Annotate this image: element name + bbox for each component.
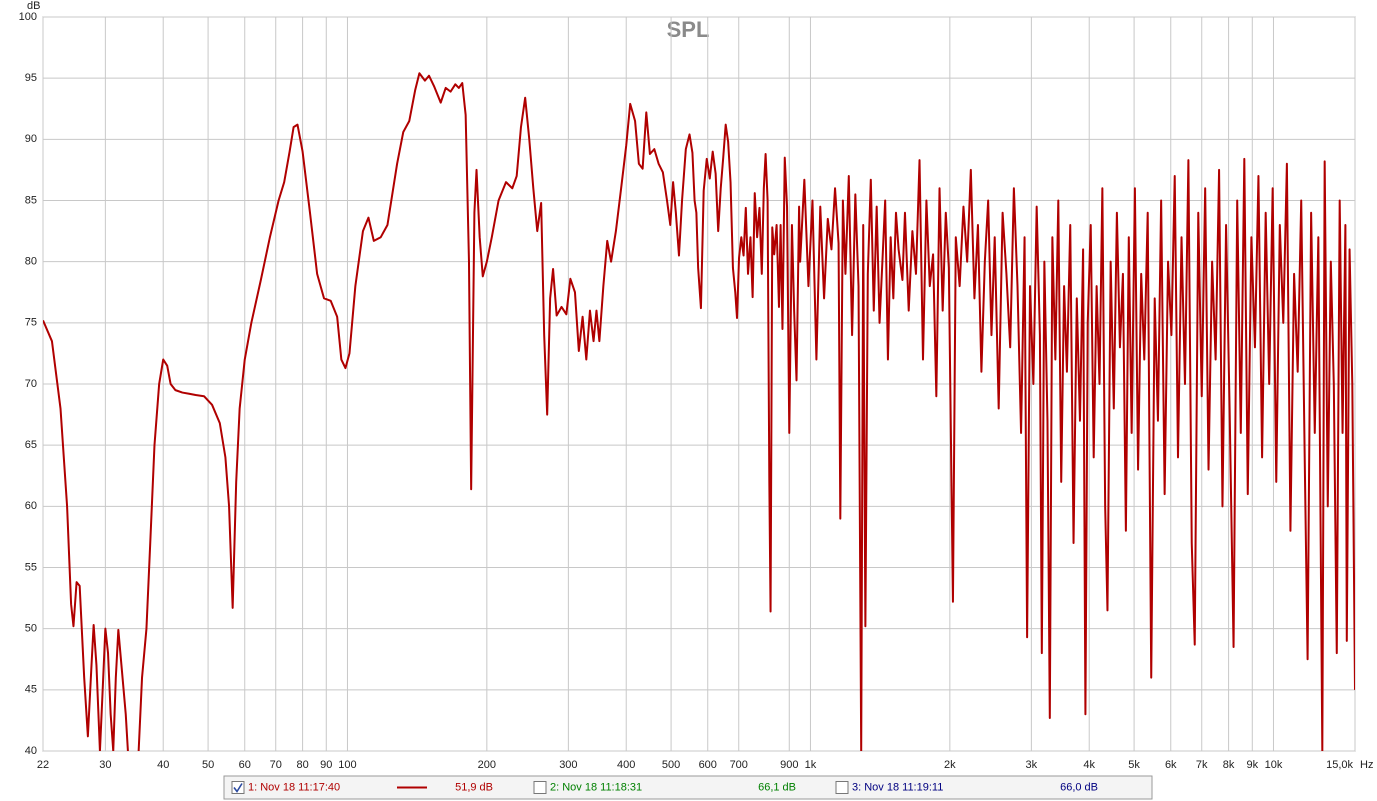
- x-tick-label: 22: [37, 759, 49, 771]
- y-tick-label: 70: [25, 378, 37, 390]
- y-tick-label: 75: [25, 317, 37, 329]
- y-tick-label: 50: [25, 623, 37, 635]
- x-tick-label: 90: [320, 759, 332, 771]
- legend-readout: 66,0 dB: [1060, 781, 1098, 793]
- x-tick-label: 4k: [1083, 759, 1095, 771]
- x-tick-label: 600: [699, 759, 717, 771]
- x-tick-label: 300: [559, 759, 577, 771]
- y-tick-label: 55: [25, 561, 37, 573]
- legend-label: 3: Nov 18 11:19:11: [852, 781, 943, 793]
- y-tick-label: 95: [25, 72, 37, 84]
- x-tick-label: 500: [662, 759, 680, 771]
- x-tick-label: 1k: [805, 759, 817, 771]
- x-tick-label: 70: [270, 759, 282, 771]
- x-tick-label: 100: [338, 759, 356, 771]
- y-tick-label: 100: [19, 11, 37, 23]
- y-tick-label: 40: [25, 745, 37, 757]
- legend-checkbox[interactable]: [835, 781, 849, 794]
- y-tick-label: 80: [25, 256, 37, 268]
- x-tick-label: 5k: [1128, 759, 1140, 771]
- y-tick-label: 90: [25, 133, 37, 145]
- x-tick-label: 2k: [944, 759, 956, 771]
- y-tick-label: 85: [25, 194, 37, 206]
- y-tick-label: 45: [25, 684, 37, 696]
- legend-checkmark[interactable]: [233, 783, 243, 793]
- x-tick-label: 9k: [1246, 759, 1258, 771]
- x-tick-label: 7k: [1196, 759, 1208, 771]
- x-tick-label: 8k: [1223, 759, 1235, 771]
- x-tick-label: 60: [239, 759, 251, 771]
- legend-label: 2: Nov 18 11:18:31: [550, 781, 642, 793]
- y-tick-label: 60: [25, 500, 37, 512]
- x-tick-label: 6k: [1165, 759, 1177, 771]
- y-unit: dB: [27, 0, 40, 12]
- x-tick-label: 30: [99, 759, 111, 771]
- x-tick-label: 50: [202, 759, 214, 771]
- legend-readout: 51,9 dB: [455, 781, 493, 793]
- legend-readout: 66,1 dB: [758, 781, 796, 793]
- x-tick-label: 40: [157, 759, 169, 771]
- x-unit: Hz: [1360, 759, 1373, 771]
- legend-label: 1: Nov 18 11:17:40: [248, 781, 340, 793]
- x-tick-label: 900: [780, 759, 798, 771]
- x-tick-label: 200: [478, 759, 496, 771]
- x-tick-label: 15,0k: [1326, 759, 1353, 771]
- x-tick-label: 400: [617, 759, 635, 771]
- y-tick-label: 65: [25, 439, 37, 451]
- legend-checkbox[interactable]: [533, 781, 547, 794]
- x-tick-label: 700: [730, 759, 748, 771]
- x-tick-label: 80: [296, 759, 308, 771]
- legend: [223, 775, 1153, 800]
- chart-title: SPL: [667, 17, 710, 42]
- data-line: [43, 72, 1355, 751]
- legend-checkbox[interactable]: [231, 781, 245, 794]
- x-tick-label: 3k: [1026, 759, 1038, 771]
- x-tick-label: 10k: [1265, 759, 1283, 771]
